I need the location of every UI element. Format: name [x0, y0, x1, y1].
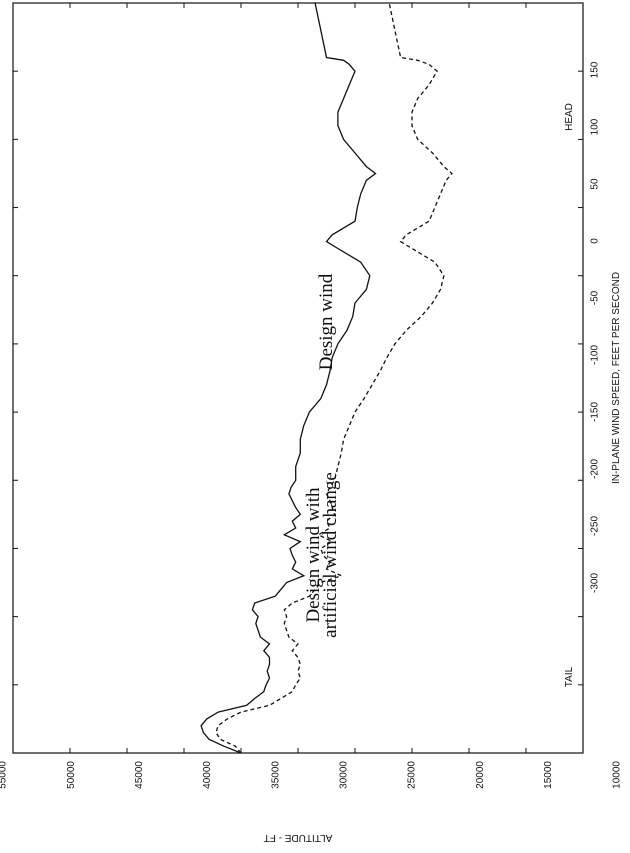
altitude-tick-label: 35000 [270, 761, 281, 789]
altitude-tick-label: 15000 [543, 761, 554, 789]
plot-frame [12, 2, 584, 754]
design-wind-line [200, 2, 377, 754]
wind-tick-label: 0 [590, 238, 601, 244]
altitude-axis-title: ALTITUDE - FT [264, 832, 333, 843]
annotations: ALTITUDE - FT IN-PLANE WIND SPEED, FEET P… [264, 103, 622, 843]
plot-border [12, 2, 584, 754]
wind-tick-label: -150 [590, 402, 601, 422]
altitude-tick-label: 50000 [66, 761, 77, 789]
series-lines [200, 2, 453, 754]
artificial-wind-label-line1: Design wind with [303, 487, 324, 623]
altitude-tick-label: 25000 [407, 761, 418, 789]
wind-tick-label: 100 [590, 118, 601, 135]
wind-tick-label: 150 [590, 61, 601, 78]
tick-labels: 55000 50000 45000 40000 35000 30000 25000 20000… [0, 61, 622, 789]
altitude-tick-label: 20000 [475, 761, 486, 789]
altitude-tick-label: 45000 [134, 761, 145, 789]
wind-tick-label: -100 [590, 345, 601, 365]
altitude-tick-label: 30000 [339, 761, 350, 789]
axis-ticks [13, 2, 584, 754]
head-label: HEAD [564, 103, 575, 131]
wind-tick-label: 50 [590, 178, 601, 190]
altitude-tick-label: 55000 [0, 761, 9, 789]
wind-tick-label: -50 [590, 290, 601, 305]
wind-axis-title: IN-PLANE WIND SPEED, FEET PER SECOND [611, 272, 622, 484]
artificial-wind-label-line2: artificial wind change [320, 472, 341, 638]
altitude-tick-label: 40000 [202, 761, 213, 789]
tail-label: TAIL [564, 666, 575, 687]
wind-tick-label: -300 [590, 573, 601, 593]
altitude-tick-label: 10000 [611, 761, 622, 789]
artificial-wind-line [215, 2, 453, 754]
design-wind-label: Design wind [316, 273, 337, 370]
wind-tick-label: -200 [590, 459, 601, 479]
wind-tick-label: -250 [590, 516, 601, 536]
